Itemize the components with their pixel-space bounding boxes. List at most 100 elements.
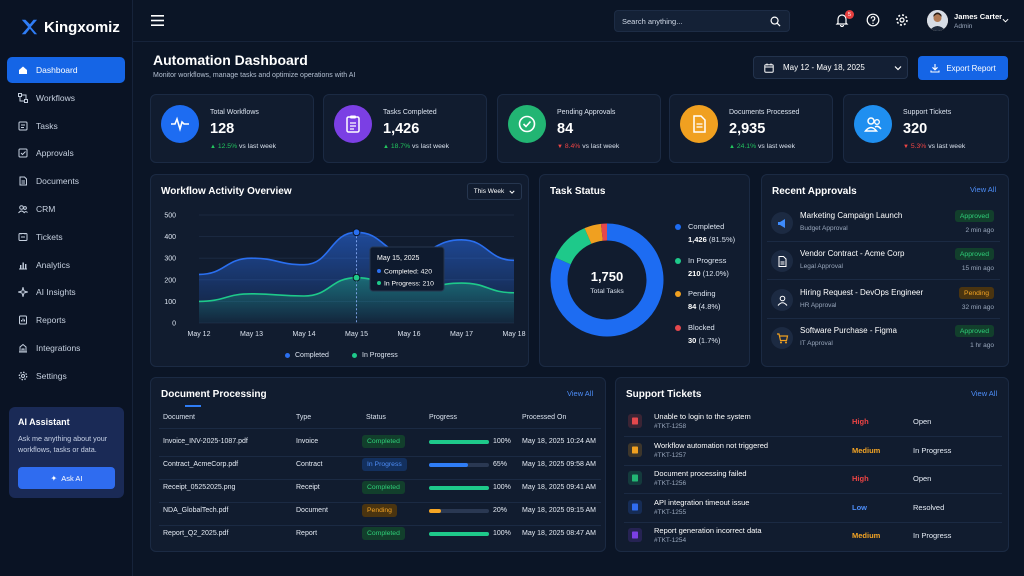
search-icon[interactable] xyxy=(770,16,781,27)
stat-card-documents-processed[interactable]: Documents Processed 2,935 ▲ 24.1% vs las… xyxy=(669,94,833,163)
table-row[interactable]: NDA_GlobalTech.pdf Document Pending 20% … xyxy=(151,504,607,524)
title-underline xyxy=(185,405,201,407)
x-tick-label: May 15 xyxy=(345,331,368,338)
column-header[interactable]: Processed On xyxy=(522,414,567,421)
approval-item[interactable]: Software Purchase - Figma IT Approval Ap… xyxy=(767,319,1000,357)
sidebar-item-label: Documents xyxy=(36,176,79,187)
progress-label: 100% xyxy=(493,484,511,491)
documents-icon xyxy=(19,176,27,186)
search-input[interactable] xyxy=(622,15,762,28)
user-name[interactable]: James Carter xyxy=(954,12,1003,21)
check-circle-icon xyxy=(518,115,536,133)
ticket-row[interactable]: Workflow automation not triggered #TKT-1… xyxy=(616,438,1010,464)
legend-value-row: 30 (1.7%) xyxy=(688,336,755,345)
approval-status-badge: Pending xyxy=(959,287,994,299)
avatar[interactable] xyxy=(927,10,948,31)
y-tick-label: 400 xyxy=(164,234,176,241)
table-row[interactable]: Contract_AcmeCorp.pdf Contract In Progre… xyxy=(151,458,607,478)
stat-card-tasks-completed[interactable]: Tasks Completed 1,426 ▲ 18.7% vs last we… xyxy=(323,94,487,163)
ticket-id: #TKT-1254 xyxy=(654,537,687,544)
chart-tooltip: May 15, 2025 Completed: 420 In Progress: 2… xyxy=(369,246,445,292)
column-header[interactable]: Status xyxy=(366,414,386,421)
sidebar-item-ai-insights[interactable]: AI Insights xyxy=(7,279,125,305)
documents-view-all-link[interactable]: View All xyxy=(567,389,594,398)
sidebar-item-documents[interactable]: Documents xyxy=(7,168,125,194)
app-name: Kingxomiz xyxy=(44,18,120,36)
range-select[interactable]: This Week xyxy=(467,183,522,200)
tickets-icon xyxy=(18,232,28,241)
table-row[interactable]: Invoice_INV-2025-1087.pdf Invoice Comple… xyxy=(151,435,607,455)
sidebar-item-label: Integrations xyxy=(36,342,81,353)
date-range-picker[interactable]: May 12 - May 18, 2025 xyxy=(753,56,908,79)
logo-icon xyxy=(21,19,38,35)
approval-status-badge: Approved xyxy=(954,248,994,260)
progress-bar xyxy=(429,463,489,467)
sidebar-item-dashboard[interactable]: Dashboard xyxy=(7,57,125,83)
table-row[interactable]: Receipt_05252025.png Receipt Completed 1… xyxy=(151,481,607,501)
help-icon[interactable] xyxy=(866,13,880,27)
approval-item[interactable]: Hiring Request - DevOps Engineer HR Appr… xyxy=(767,281,1000,319)
cart-icon xyxy=(776,332,788,343)
workflow-activity-title: Workflow Activity Overview xyxy=(161,186,292,197)
x-tick-label: May 17 xyxy=(450,331,473,338)
ticket-row[interactable]: Report generation incorrect data #TKT-12… xyxy=(616,523,1010,549)
donut-slice-completed[interactable] xyxy=(550,223,664,337)
x-tick-label: May 18 xyxy=(503,331,526,338)
sidebar-item-tickets[interactable]: Tickets xyxy=(7,224,125,250)
table-row[interactable]: Report_Q2_2025.pdf Report Completed 100%… xyxy=(151,527,607,547)
ticket-row[interactable]: API integration timeout issue #TKT-1255 … xyxy=(616,495,1010,521)
task-status-title: Task Status xyxy=(550,186,606,197)
sidebar-item-analytics[interactable]: Analytics xyxy=(7,252,125,278)
sidebar-item-approvals[interactable]: Approvals xyxy=(7,140,125,166)
ticket-priority: High xyxy=(852,417,869,426)
stat-delta-value: 12.5% xyxy=(217,143,238,150)
legend-value-row: 210 (12.0%) xyxy=(688,269,755,278)
sidebar-item-integrations[interactable]: Integrations xyxy=(7,335,125,361)
approvals-view-all-link[interactable]: View All xyxy=(970,185,997,194)
user-role: Admin xyxy=(954,23,973,30)
export-report-button[interactable]: Export Report xyxy=(918,56,1008,80)
stat-card-total-workflows[interactable]: Total Workflows 128 ▲ 12.5% vs last week xyxy=(150,94,314,163)
legend-completed-dot xyxy=(285,353,290,358)
approval-subtitle: Budget Approval xyxy=(800,225,848,232)
approval-subtitle: Legal Approval xyxy=(800,263,844,270)
approval-icon-badge xyxy=(771,212,793,234)
tickets-view-all-link[interactable]: View All xyxy=(971,389,998,398)
stat-card-pending-approvals[interactable]: Pending Approvals 84 ▼ 8.4% vs last week xyxy=(497,94,661,163)
x-tick-label: May 12 xyxy=(188,331,211,338)
progress-bar-fill xyxy=(429,532,489,536)
donut-slice-pending[interactable] xyxy=(584,223,604,244)
tooltip-background xyxy=(369,246,445,292)
column-header[interactable]: Progress xyxy=(429,414,458,421)
sidebar-item-workflows[interactable]: Workflows xyxy=(7,85,125,111)
approval-status-badge: Approved xyxy=(954,210,994,222)
sidebar-item-settings[interactable]: Settings xyxy=(7,363,125,389)
menu-icon[interactable] xyxy=(151,15,164,26)
logo[interactable]: Kingxomiz xyxy=(20,18,120,36)
sidebar-item-label: CRM xyxy=(36,203,56,214)
bell-icon[interactable] xyxy=(835,13,849,27)
approval-item[interactable]: Vendor Contract - Acme Corp Legal Approv… xyxy=(767,242,1000,280)
ticket-id: #TKT-1257 xyxy=(654,451,687,459)
ask-ai-button[interactable]: ✦ Ask AI xyxy=(18,467,115,489)
avatar-icon xyxy=(927,10,948,31)
donut-slice-in-progress[interactable] xyxy=(555,228,592,265)
column-header[interactable]: Document xyxy=(163,414,195,421)
sidebar-item-tasks[interactable]: Tasks xyxy=(7,113,125,139)
processed-on: May 18, 2025 10:24 AM xyxy=(522,438,596,445)
sidebar-item-label: Tickets xyxy=(36,231,63,242)
ticket-row[interactable]: Unable to login to the system #TKT-1258 … xyxy=(616,409,1010,435)
ticket-row[interactable]: Document processing failed #TKT-1256 Hig… xyxy=(616,466,1010,492)
document-name: NDA_GlobalTech.pdf xyxy=(163,507,229,514)
sidebar-item-reports[interactable]: Reports xyxy=(7,307,125,333)
sidebar-item-label: AI Insights xyxy=(36,287,76,298)
total-tasks-label: Total Tasks xyxy=(590,288,624,295)
legend-percent: (1.7%) xyxy=(698,336,721,345)
approval-item[interactable]: Marketing Campaign Launch Budget Approva… xyxy=(767,204,1000,242)
stat-card-support-tickets[interactable]: Support Tickets 320 ▼ 5.3% vs last week xyxy=(843,94,1009,163)
sidebar-item-crm[interactable]: CRM xyxy=(7,196,125,222)
column-header[interactable]: Type xyxy=(296,414,312,421)
chevron-down-icon xyxy=(509,190,515,194)
gear-icon[interactable] xyxy=(895,13,909,27)
chevron-down-icon[interactable] xyxy=(1002,17,1009,24)
